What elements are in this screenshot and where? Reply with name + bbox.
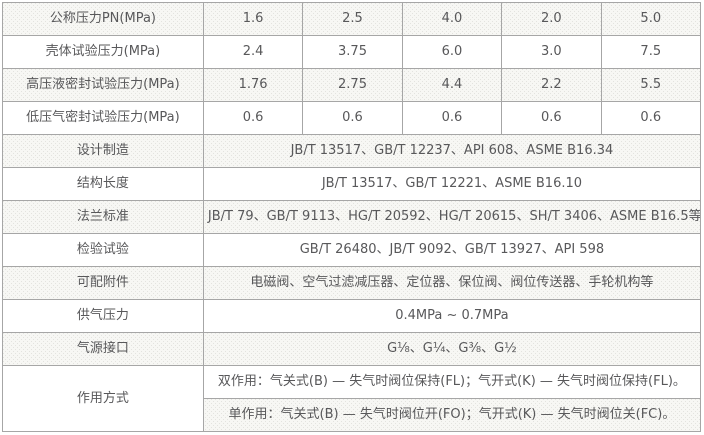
row-label: 高压液密封试验压力(MPa) xyxy=(2,68,204,102)
table-row-air-supply-pressure: 供气压力 0.4MPa ~ 0.7MPa xyxy=(2,299,702,333)
table-row-flange-standard: 法兰标准 JB/T 79、GB/T 9113、HG/T 20592、HG/T 2… xyxy=(2,200,702,234)
table-row-action-mode-single: 单作用：气关式(B) — 失气时阀位开(FO)；气开式(K) — 失气时阀位关(… xyxy=(3,398,702,432)
spec-value: 单作用：气关式(B) — 失气时阀位开(FO)；气开式(K) — 失气时阀位关(… xyxy=(202,398,702,432)
pressure-cell: 3.75 xyxy=(302,35,403,69)
row-label: 可配附件 xyxy=(2,266,204,300)
pressure-cell: 2.2 xyxy=(501,68,602,102)
table-row-face-to-face-standard: 结构长度 JB/T 13517、GB/T 12221、ASME B16.10 xyxy=(2,167,702,201)
table-row-inspection-test: 检验试验 GB/T 26480、JB/T 9092、GB/T 13927、API… xyxy=(2,233,702,267)
row-label: 作用方式 xyxy=(2,365,204,432)
table-row-nominal-pressure: 公称压力PN(MPa) 1.6 2.5 4.0 2.0 5.0 xyxy=(2,2,702,36)
pressure-cell: 0.6 xyxy=(302,101,403,135)
table-row-accessories: 可配附件 电磁阀、空气过滤减压器、定位器、保位阀、阀位传送器、手轮机构等 xyxy=(2,266,702,300)
table-row-air-connection: 气源接口 G⅛、G¼、G⅜、G½ xyxy=(2,332,702,366)
table-row-low-pressure-seal-test: 低压气密封试验压力(MPa) 0.6 0.6 0.6 0.6 0.6 xyxy=(2,101,702,135)
spec-value: 电磁阀、空气过滤减压器、定位器、保位阀、阀位传送器、手轮机构等 xyxy=(202,266,702,300)
spec-value: JB/T 13517、GB/T 12237、API 608、ASME B16.3… xyxy=(202,134,702,168)
row-label: 气源接口 xyxy=(2,332,204,366)
pressure-cell: 2.4 xyxy=(202,35,304,69)
row-label: 设计制造 xyxy=(2,134,204,168)
table-row-action-mode-double: 作用方式 双作用：气关式(B) — 失气时阀位保持(FL)；气开式(K) — 失… xyxy=(2,365,702,432)
row-label: 检验试验 xyxy=(2,233,204,267)
pressure-cell: 7.5 xyxy=(600,35,702,69)
table-row-design-standard: 设计制造 JB/T 13517、GB/T 12237、API 608、ASME … xyxy=(2,134,702,168)
spec-value: GB/T 26480、JB/T 9092、GB/T 13927、API 598 xyxy=(202,233,702,267)
row-label: 法兰标准 xyxy=(2,200,204,234)
table-row-shell-test-pressure: 壳体试验压力(MPa) 2.4 3.75 6.0 3.0 7.5 xyxy=(2,35,702,69)
pressure-cell: 3.0 xyxy=(501,35,602,69)
pressure-cell: 2.75 xyxy=(302,68,403,102)
pressure-cell: 4.0 xyxy=(401,2,503,36)
pressure-cell: 4.4 xyxy=(401,68,503,102)
pressure-cell: 2.0 xyxy=(501,2,602,36)
spec-value: JB/T 13517、GB/T 12221、ASME B16.10 xyxy=(202,167,702,201)
pressure-cell: 6.0 xyxy=(401,35,503,69)
pressure-cell: 2.5 xyxy=(302,2,403,36)
pressure-cell: 0.6 xyxy=(600,101,702,135)
pressure-cell: 1.6 xyxy=(202,2,304,36)
spec-value: G⅛、G¼、G⅜、G½ xyxy=(202,332,702,366)
pressure-cell: 0.6 xyxy=(202,101,304,135)
pressure-cell: 0.6 xyxy=(401,101,503,135)
pressure-cell: 1.76 xyxy=(202,68,304,102)
pressure-cell: 5.0 xyxy=(600,2,702,36)
spec-value: 0.4MPa ~ 0.7MPa xyxy=(202,299,702,333)
pressure-cell: 5.5 xyxy=(600,68,702,102)
spec-value: JB/T 79、GB/T 9113、HG/T 20592、HG/T 20615、… xyxy=(202,200,702,234)
row-label: 低压气密封试验压力(MPa) xyxy=(2,101,204,135)
row-label: 供气压力 xyxy=(2,299,204,333)
row-label: 壳体试验压力(MPa) xyxy=(2,35,204,69)
row-label: 公称压力PN(MPa) xyxy=(2,2,204,36)
row-label: 结构长度 xyxy=(2,167,204,201)
spec-value: 双作用：气关式(B) — 失气时阀位保持(FL)；气开式(K) — 失气时阀位保… xyxy=(202,365,702,399)
pressure-cell: 0.6 xyxy=(501,101,602,135)
table-row-high-pressure-seal-test: 高压液密封试验压力(MPa) 1.76 2.75 4.4 2.2 5.5 xyxy=(2,68,702,102)
